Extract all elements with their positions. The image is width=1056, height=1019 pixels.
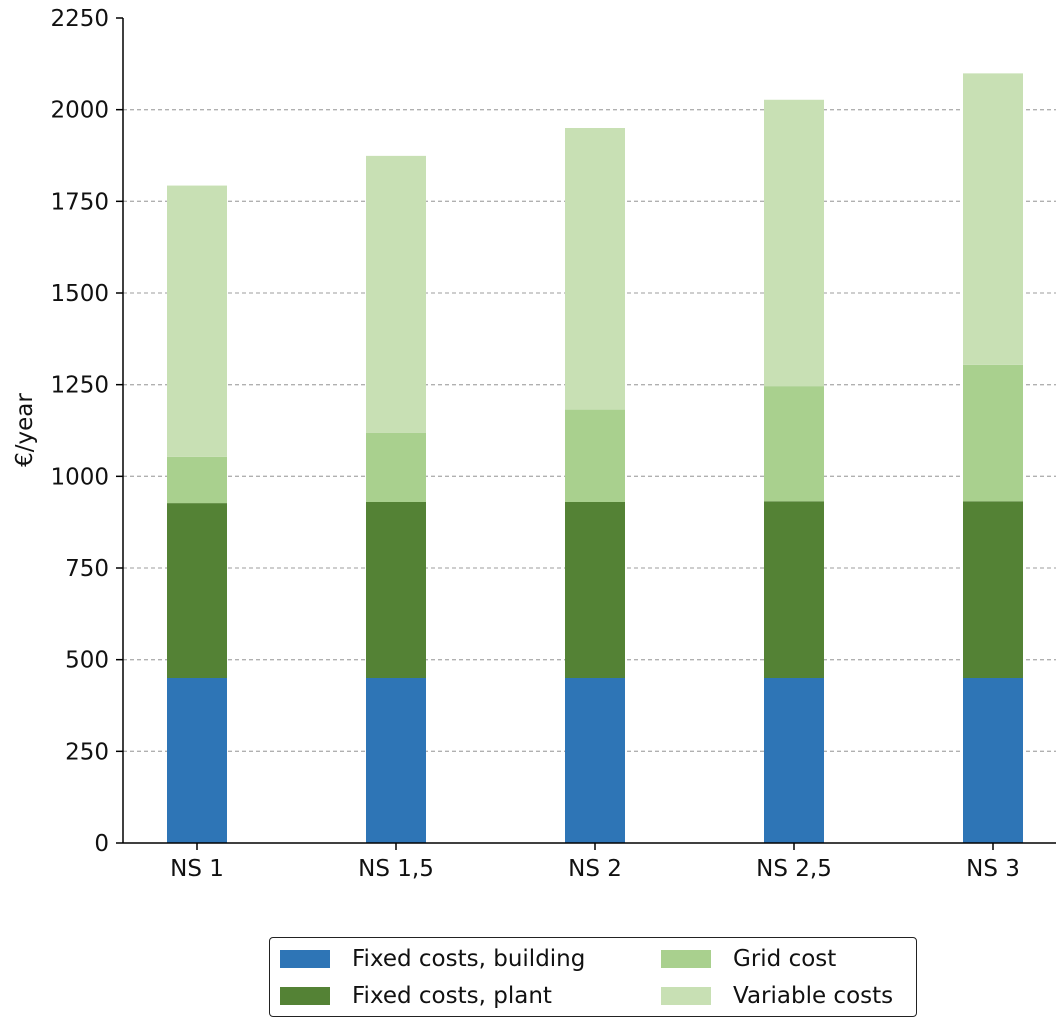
legend-label: Grid cost: [733, 946, 837, 972]
x-tick-label: NS 2: [568, 856, 622, 882]
legend-item: Fixed costs, building: [280, 941, 585, 977]
bar-segment: [764, 678, 824, 843]
bars: [167, 73, 1023, 843]
bar-segment: [963, 501, 1023, 678]
bar-segment: [565, 128, 625, 410]
legend-item: Fixed costs, plant: [280, 978, 552, 1014]
bar-segment: [366, 678, 426, 843]
bar-segment: [366, 432, 426, 502]
bar-segment: [167, 503, 227, 678]
gridlines: [123, 109, 1056, 752]
x-ticks: NS 1 NS 1,5 NS 2 NS 2,5 NS 3: [170, 843, 1020, 882]
bar-segment: [764, 501, 824, 678]
bar-segment: [366, 155, 426, 433]
bar-segment: [167, 678, 227, 843]
legend-item: Variable costs: [661, 978, 893, 1014]
legend-label: Fixed costs, plant: [352, 983, 552, 1009]
legend-label: Variable costs: [733, 983, 894, 1009]
bar-segment: [764, 99, 824, 387]
bar-segment: [963, 678, 1023, 843]
y-tick-label: 2000: [50, 98, 109, 124]
x-tick-label: NS 3: [966, 856, 1020, 882]
legend-swatch: [280, 950, 330, 968]
bar-segment: [963, 364, 1023, 502]
legend: Fixed costs, building Fixed costs, plant G…: [269, 937, 917, 1017]
x-tick-label: NS 2,5: [756, 856, 832, 882]
axes: [122, 18, 1056, 844]
legend-swatch: [280, 987, 330, 1005]
legend-item: Grid cost: [661, 941, 836, 977]
x-tick-label: NS 1,5: [358, 856, 434, 882]
y-tick-label: 1000: [50, 464, 109, 490]
y-tick-label: 0: [94, 831, 109, 857]
y-tick-label: 500: [65, 648, 109, 674]
y-tick-label: 1250: [50, 373, 109, 399]
bar-segment: [366, 502, 426, 678]
bar-segment: [167, 456, 227, 504]
y-tick-label: 1750: [50, 189, 109, 215]
legend-swatch: [661, 950, 711, 968]
bar-segment: [565, 502, 625, 678]
y-ticks: 0 250 500 750 1000 1250 1500 1750 2000 2250: [50, 6, 123, 857]
bar-segment: [565, 678, 625, 843]
x-tick-label: NS 1: [170, 856, 224, 882]
y-tick-label: 750: [65, 556, 109, 582]
bar-segment: [167, 185, 227, 457]
y-tick-label: 250: [65, 739, 109, 765]
legend-label: Fixed costs, building: [352, 946, 586, 972]
bar-segment: [963, 73, 1023, 365]
bar-segment: [764, 386, 824, 502]
bar-segment: [565, 409, 625, 502]
y-tick-label: 2250: [50, 6, 109, 32]
legend-swatch: [661, 987, 711, 1005]
y-tick-label: 1500: [50, 281, 109, 307]
y-axis-label: €/year: [12, 393, 38, 467]
